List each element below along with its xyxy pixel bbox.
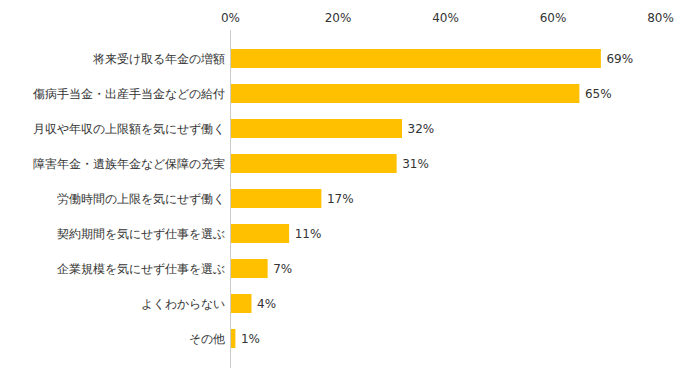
svg-text:障害年金・遺族年金など保障の充実: 障害年金・遺族年金など保障の充実 — [33, 157, 225, 171]
svg-text:0%: 0% — [221, 11, 240, 25]
svg-text:20%: 20% — [325, 11, 352, 25]
svg-text:32%: 32% — [408, 122, 435, 136]
svg-text:傷病手当金・出産手当金などの給付: 傷病手当金・出産手当金などの給付 — [32, 87, 225, 101]
svg-text:月収や年収の上限額を気にせず働く: 月収や年収の上限額を気にせず働く — [33, 122, 225, 136]
svg-text:7%: 7% — [273, 262, 292, 276]
svg-text:60%: 60% — [540, 11, 567, 25]
svg-text:1%: 1% — [241, 332, 260, 346]
svg-text:その他: その他 — [189, 332, 225, 346]
svg-text:将来受け取る年金の増額: 将来受け取る年金の増額 — [92, 52, 225, 66]
svg-text:65%: 65% — [585, 87, 612, 101]
svg-text:企業規模を気にせず仕事を選ぶ: 企業規模を気にせず仕事を選ぶ — [57, 262, 225, 276]
svg-text:80%: 80% — [647, 11, 674, 25]
svg-text:よくわからない: よくわからない — [141, 297, 225, 311]
svg-text:31%: 31% — [402, 157, 429, 171]
svg-text:17%: 17% — [327, 192, 354, 206]
svg-text:労働時間の上限を気にせず働く: 労働時間の上限を気にせず働く — [57, 192, 225, 206]
svg-text:40%: 40% — [432, 11, 459, 25]
svg-text:4%: 4% — [257, 297, 276, 311]
svg-text:69%: 69% — [606, 52, 633, 66]
svg-text:11%: 11% — [295, 227, 322, 241]
svg-text:契約期間を気にせず仕事を選ぶ: 契約期間を気にせず仕事を選ぶ — [57, 227, 225, 241]
